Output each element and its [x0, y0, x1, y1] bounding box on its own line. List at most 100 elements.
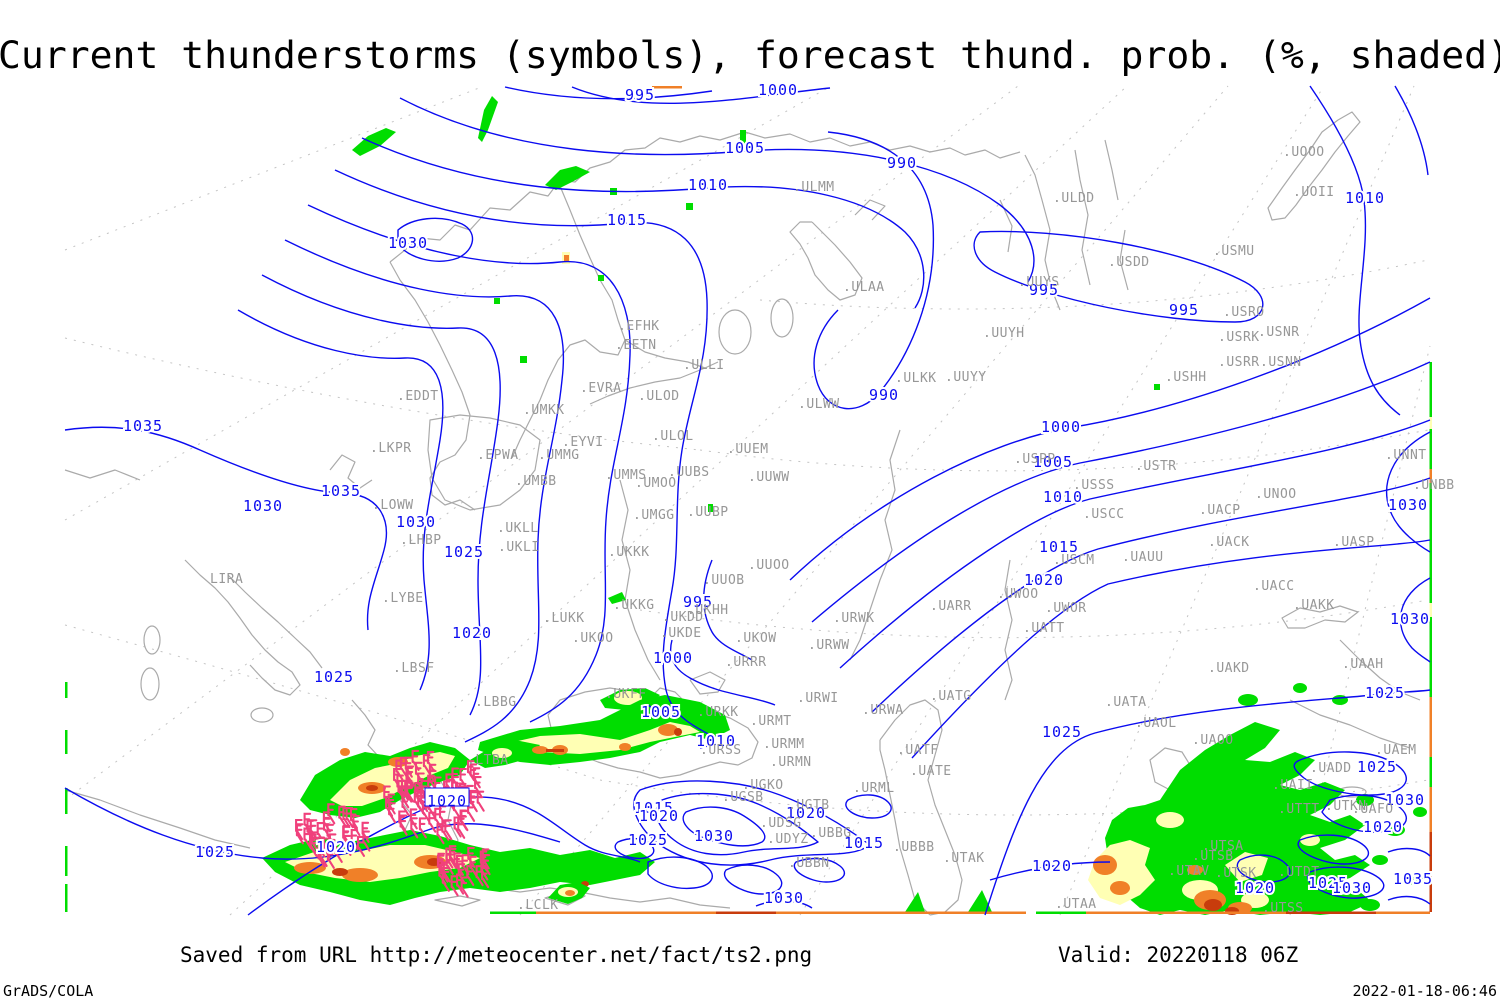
station-label: .LBSF	[393, 661, 435, 676]
isobar-label: 1015	[607, 211, 647, 229]
isobar-contour	[1387, 847, 1431, 905]
isobar-contour	[1321, 794, 1407, 833]
edge-shade-strip	[1429, 787, 1432, 832]
coastline	[143, 625, 161, 655]
station-label: .USHH	[1165, 370, 1207, 385]
isobar-label: 1010	[1043, 488, 1083, 506]
isobar-contour	[399, 97, 1035, 283]
thunderstorm-symbol	[414, 781, 423, 804]
prob-shade	[608, 592, 626, 604]
station-label: .USCM	[1053, 553, 1095, 568]
isobar-contour	[633, 780, 871, 866]
thunderstorm-symbol	[448, 847, 458, 869]
prob-shade	[342, 868, 378, 882]
coastline	[389, 131, 1021, 263]
station-label: .ULKK	[895, 371, 937, 386]
thunderstorm-symbol	[316, 822, 325, 844]
station-label: .UAKD	[1208, 661, 1250, 676]
isobar-label: 1000	[1041, 418, 1081, 436]
station-label: .EDDT	[397, 389, 439, 404]
isobar-label: 1025	[195, 843, 235, 861]
station-label: .UATG	[930, 689, 972, 704]
station-label: .UKDD	[662, 610, 704, 625]
isobar-contour	[839, 419, 1431, 669]
thunderstorm-symbol	[459, 767, 468, 790]
isobar-contour	[811, 361, 1431, 623]
prob-shade	[1293, 683, 1307, 693]
station-label: .LBBG	[475, 695, 517, 710]
graticule	[64, 85, 1431, 916]
prob-shade	[520, 356, 527, 363]
edge-shade-strip	[65, 884, 68, 912]
graticule-line	[1059, 85, 1415, 916]
graticule-line	[64, 85, 485, 251]
isobar-label: 1025	[444, 543, 484, 561]
station-label: .UAEM	[1375, 743, 1417, 758]
graticule-line	[64, 337, 701, 451]
isobar-contour	[504, 86, 713, 100]
thunderstorm-symbol	[342, 806, 351, 829]
station-label: .USTR	[1135, 459, 1177, 474]
station-label: .ULWW	[798, 397, 840, 412]
station-label: .UTTT	[1278, 802, 1320, 817]
isobar-contour	[261, 274, 501, 716]
station-label: .UADD	[1310, 761, 1352, 776]
coastline	[184, 559, 323, 696]
edge-shade-strip	[1429, 603, 1432, 617]
station-label: LIRA	[210, 572, 243, 587]
station-label: .UAAH	[1342, 657, 1384, 672]
station-label: .UAII	[1272, 778, 1314, 793]
thunderstorm-symbol	[303, 827, 312, 849]
station-label: .USPP	[1014, 452, 1056, 467]
station-label: .LTBA	[467, 753, 509, 768]
grads-cola-credit: GrADS/COLA	[3, 982, 93, 1000]
isobar-label: 1025	[1042, 723, 1082, 741]
edge-shade-strip	[1086, 911, 1286, 914]
graticule-line	[64, 85, 832, 521]
prob-shade	[546, 749, 560, 752]
station-label: .LCLK	[517, 898, 559, 913]
thunderstorm-symbol	[327, 803, 336, 825]
isobar-contour	[1386, 431, 1431, 553]
isobar-label: 1020	[1235, 879, 1275, 897]
isobar-contour	[793, 857, 845, 883]
prob-shade	[968, 890, 992, 912]
isobar-label: 1010	[688, 176, 728, 194]
thunderstorm-symbol	[401, 787, 410, 809]
coastline	[64, 469, 251, 849]
isobar-label: 1000	[758, 81, 798, 99]
isobar-contour	[1394, 85, 1429, 176]
prob-shade	[1407, 875, 1423, 885]
edge-shade-strip	[65, 682, 68, 698]
thunderstorm-symbol	[388, 802, 397, 824]
prob-shade	[1332, 695, 1348, 705]
coastline	[624, 339, 719, 369]
isobar-label: 1015	[634, 799, 674, 817]
station-label: .UMMG	[538, 448, 580, 463]
prob-shade	[332, 868, 348, 876]
thunderstorm-symbol	[456, 873, 465, 895]
coastline	[389, 261, 476, 511]
station-label: .UKDE	[660, 626, 702, 641]
station-label: .URMM	[763, 737, 805, 752]
coastline	[439, 779, 731, 909]
edge-shade-strip	[1429, 832, 1432, 912]
prob-shade	[1110, 881, 1130, 895]
station-label: .USNN	[1260, 355, 1302, 370]
isobar-label: 995	[625, 86, 655, 104]
thunderstorm-symbol	[418, 817, 427, 839]
prob-shade	[1187, 865, 1203, 875]
isobar-label: 1020	[1024, 571, 1064, 589]
prob-shade	[366, 785, 378, 791]
thunderstorm-symbol	[460, 876, 469, 898]
isobar-label: 1015	[1039, 538, 1079, 556]
edge-shade-strip	[1429, 617, 1432, 697]
prob-shade	[1238, 694, 1258, 706]
coastline	[1267, 111, 1361, 221]
thunderstorm-symbol	[310, 831, 320, 853]
thunderstorm-symbol	[362, 830, 371, 852]
isobar-contour	[614, 837, 655, 860]
station-label: .UMMS	[605, 468, 647, 483]
station-label: .UTSS	[1262, 901, 1304, 916]
isobar-contour	[699, 743, 733, 749]
